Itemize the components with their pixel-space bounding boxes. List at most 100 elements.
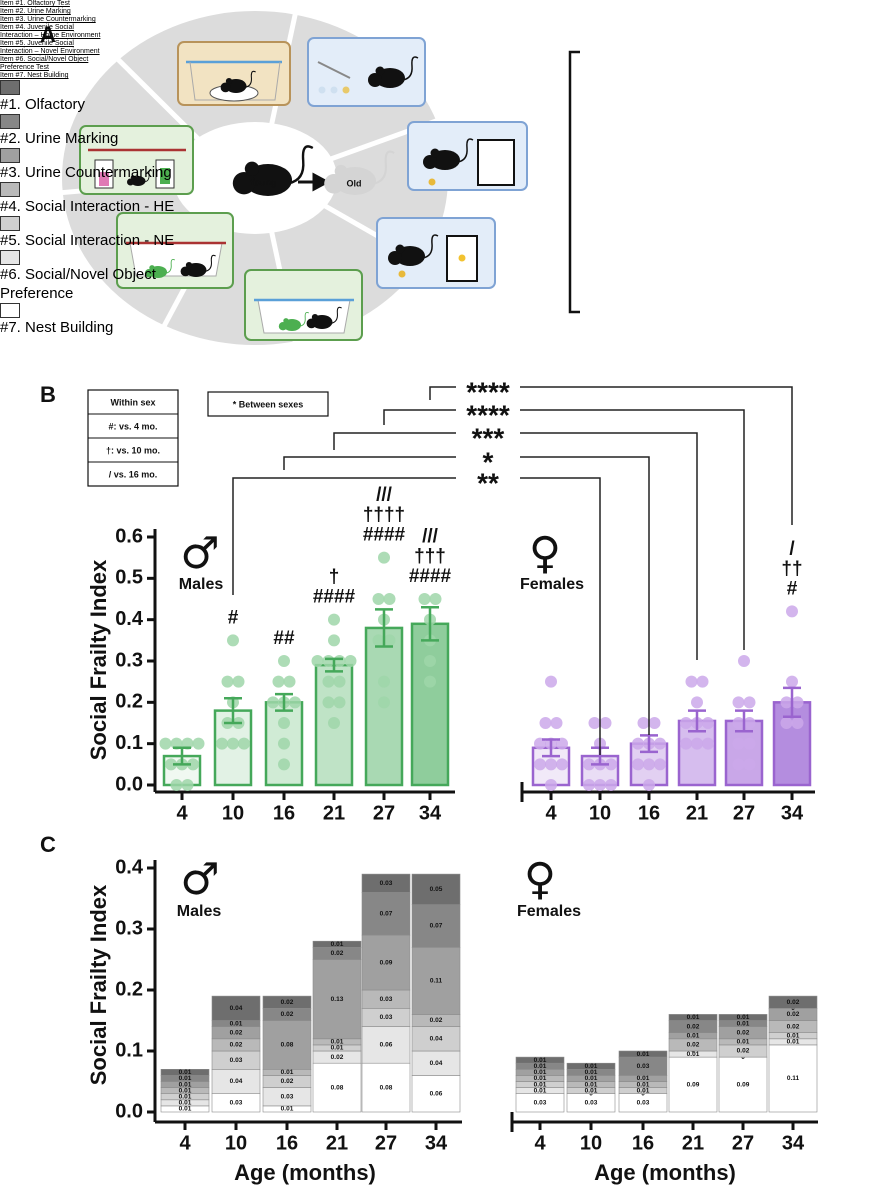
legend-label: #7. Nest Building — [0, 319, 114, 336]
swab — [317, 61, 351, 79]
segment-label: 0.01 — [787, 1032, 800, 1039]
data-point — [322, 675, 335, 688]
data-point — [680, 737, 692, 750]
y-tick-label: 0.1 — [115, 1039, 143, 1061]
marking-paper — [477, 139, 515, 186]
data-point — [272, 675, 285, 688]
bar-segment — [361, 892, 411, 936]
legend-label: #5. Social Interaction - NE — [0, 232, 175, 249]
data-point — [216, 737, 228, 750]
legend-swatch — [0, 182, 20, 197]
y-tick-label: 0.2 — [115, 691, 143, 713]
bar — [410, 622, 450, 787]
data-point — [738, 655, 750, 667]
bar-segment — [262, 995, 312, 1009]
error-bar — [275, 692, 293, 712]
y-tick-label: 0.0 — [115, 1100, 143, 1122]
x-tick-label: 10 — [225, 1132, 247, 1154]
segment-label: 0.08 — [380, 1084, 393, 1091]
mouse-ear — [185, 261, 193, 269]
mark-spot — [458, 254, 466, 262]
y-tick-label: 0.3 — [115, 649, 143, 671]
segment-label: 0.01 — [687, 1014, 700, 1021]
segment-label: 0.11 — [787, 1075, 800, 1082]
data-point — [328, 634, 340, 647]
item-label: Item #6. Social/Novel Object Preference … — [0, 56, 89, 71]
segment-label: 0.09 — [380, 959, 393, 966]
data-point — [637, 717, 650, 729]
segment-label: 0.01 — [179, 1106, 192, 1113]
panel-label: C — [40, 832, 56, 857]
data-point — [418, 593, 431, 605]
segment-label: 0.04 — [430, 1060, 443, 1067]
y-tick-label: 0.5 — [115, 567, 143, 589]
data-point — [278, 758, 290, 771]
data-point — [583, 758, 595, 771]
mouse-tail — [204, 254, 216, 272]
segment-label: 0.01 — [534, 1069, 547, 1076]
significance-mark: /// — [422, 526, 439, 547]
mouse-tail — [244, 70, 256, 88]
segment-label: 0.08 — [281, 1042, 294, 1049]
segment-label: 0.01 — [179, 1069, 192, 1076]
legend-swatch — [0, 250, 20, 265]
mouse-head — [232, 172, 256, 195]
data-point — [333, 696, 346, 709]
label-backdrop — [456, 422, 520, 444]
segment-label: 0.03 — [637, 1063, 650, 1070]
significance-mark: ††† — [414, 546, 446, 567]
segment-label: 0.11 — [430, 978, 443, 985]
segment-label: 0.09 — [737, 1081, 750, 1088]
bar-segment — [312, 1062, 362, 1113]
data-point — [702, 737, 714, 750]
data-point — [278, 717, 290, 729]
data-point — [378, 551, 390, 564]
error-bar — [325, 657, 343, 673]
arrow — [298, 172, 331, 192]
data-point — [643, 758, 655, 771]
y-axis-label: Social Frailty Index — [86, 884, 111, 1085]
significance-mark: # — [228, 607, 239, 628]
key-row: †: vs. 10 mo. — [106, 445, 160, 455]
segment-label: 0.03 — [380, 880, 393, 887]
segment-label: 0.01 — [534, 1063, 547, 1070]
bar-segment — [411, 1026, 461, 1052]
segment-label: 0.04 — [230, 1005, 243, 1012]
segment-label: 0.01 — [585, 1069, 598, 1076]
mouse-ear — [130, 175, 136, 180]
legend-label: #4. Social Interaction - HE — [0, 198, 175, 215]
segment-label: 0.01 — [281, 1069, 294, 1076]
data-point — [383, 634, 396, 647]
bar-segment — [312, 940, 362, 948]
data-point — [311, 655, 324, 667]
panel-label: B — [40, 382, 56, 407]
data-point — [680, 717, 692, 729]
significance-mark: /// — [376, 485, 393, 506]
sex-symbol: ♂ — [180, 854, 219, 905]
data-point — [545, 779, 557, 791]
center-label: Young — [249, 177, 276, 187]
data-point — [192, 737, 205, 750]
x-tick-label: 27 — [732, 1132, 754, 1154]
bar-segment — [768, 995, 818, 1009]
sex-symbol: ♀ — [524, 854, 556, 905]
mouse-head — [220, 82, 231, 93]
bar-segment — [668, 1014, 718, 1021]
comparison-bracket — [383, 409, 745, 650]
segment-label: 0.01 — [687, 1032, 700, 1039]
data-point — [685, 675, 698, 688]
data-point — [322, 696, 335, 709]
bar-segment — [160, 1069, 210, 1076]
segment-label: 0.01 — [534, 1081, 547, 1088]
segment-label: 0.02 — [281, 999, 294, 1006]
data-point — [632, 758, 644, 771]
segment-label: 0.03 — [380, 1014, 393, 1021]
segment-label: 0.02 — [787, 999, 800, 1006]
bar-segment — [361, 934, 411, 991]
data-point — [181, 779, 194, 791]
data-point — [283, 675, 296, 688]
mouse-tail — [402, 56, 419, 81]
segment-label: 0.01 — [585, 1063, 598, 1070]
mouse-ear — [225, 77, 233, 85]
